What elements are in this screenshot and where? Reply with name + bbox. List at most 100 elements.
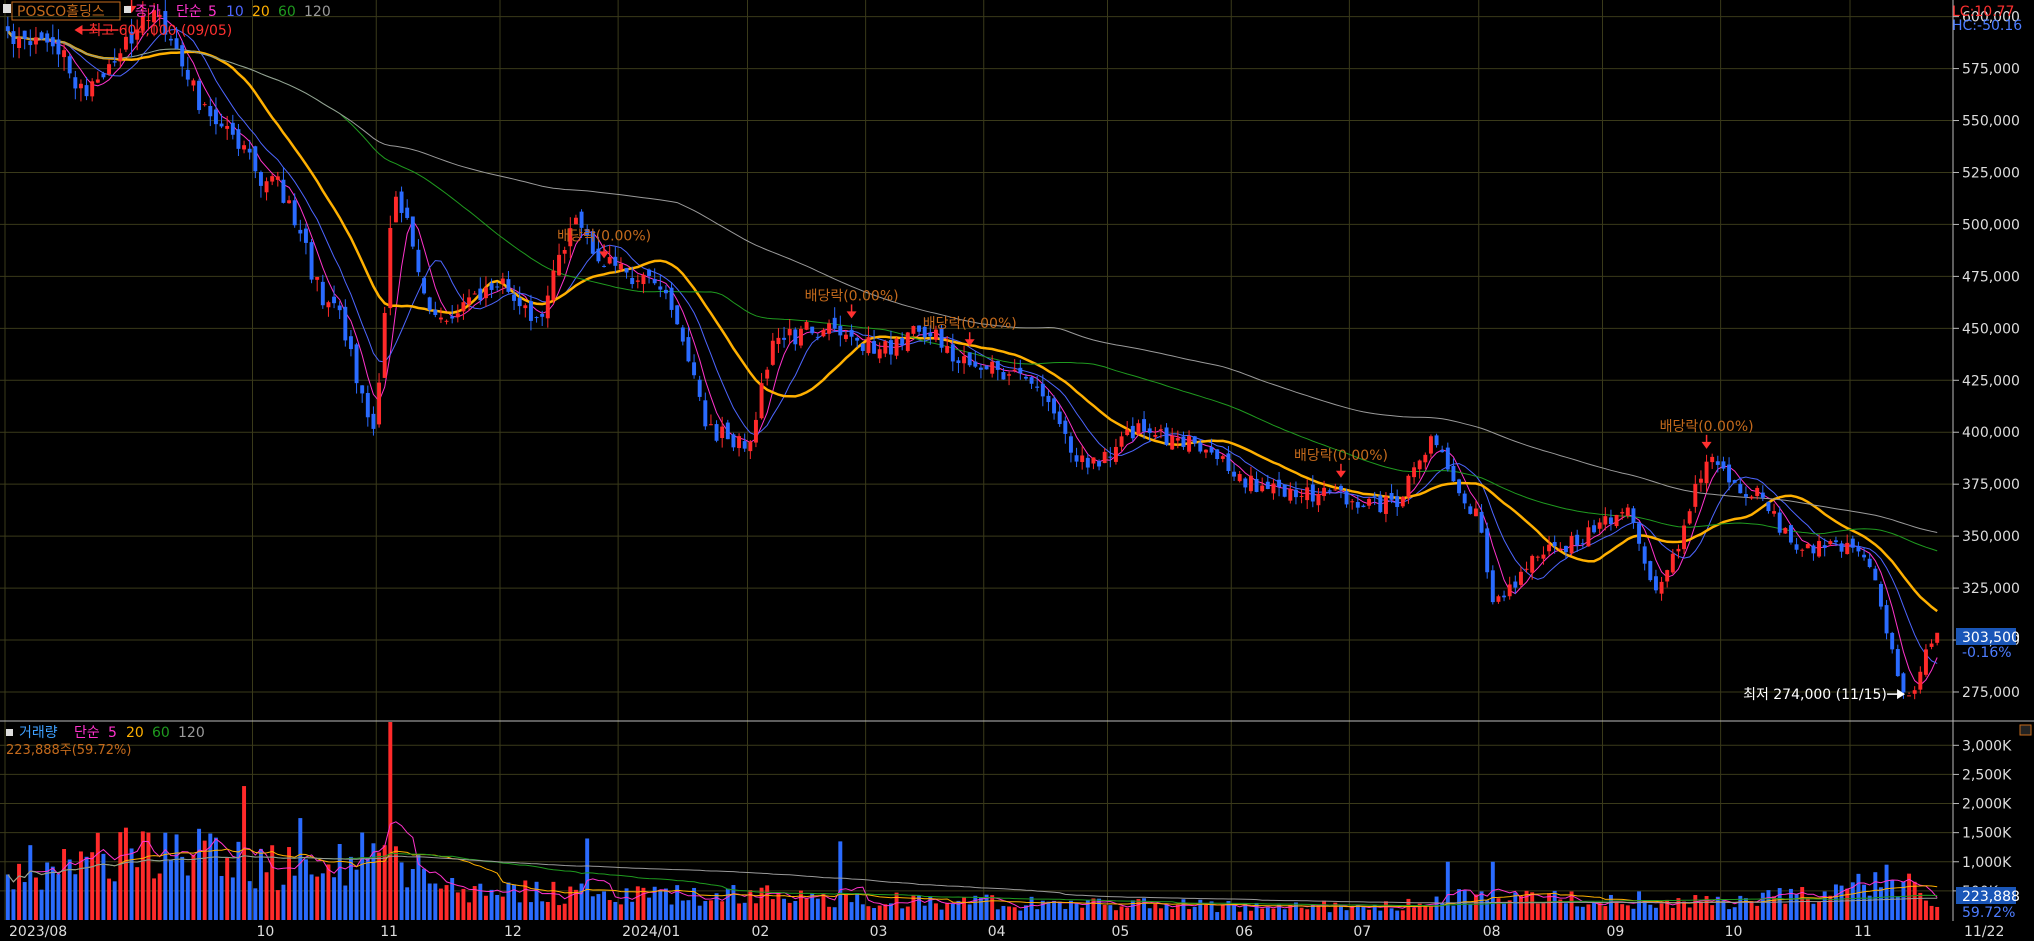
volume-bar <box>11 889 16 920</box>
volume-bar <box>236 841 241 920</box>
candle-body <box>1428 436 1433 454</box>
volume-bar <box>579 883 584 920</box>
volume-bar <box>1119 906 1124 920</box>
candle-body <box>1608 517 1613 524</box>
volume-bar <box>523 880 528 920</box>
volume-bar <box>815 898 820 920</box>
price-candles[interactable] <box>5 0 1940 700</box>
volume-ma-60[interactable]: 60 <box>152 725 170 741</box>
volume-ma-5[interactable]: 5 <box>108 725 117 741</box>
volume-bar <box>1693 895 1698 920</box>
volume-moving-averages <box>7 821 1938 909</box>
volume-bar <box>540 901 545 920</box>
candle-body <box>1198 442 1203 452</box>
candle-body <box>708 424 713 426</box>
dividend-label: 배당락(0.00%) <box>805 288 899 304</box>
ma-5[interactable]: 5 <box>208 4 217 20</box>
candle-body <box>478 288 483 301</box>
volume-bar <box>995 909 1000 920</box>
price-label[interactable]: 종가 <box>135 4 161 20</box>
candle-body <box>911 326 916 334</box>
candle-body <box>343 306 348 341</box>
volume-bar <box>1243 903 1248 920</box>
volume-bar <box>129 848 134 920</box>
menu-icon[interactable] <box>3 4 11 13</box>
volume-bar <box>1181 899 1186 920</box>
ma-label[interactable]: 단순 <box>176 4 202 20</box>
volume-bars[interactable] <box>5 722 1940 920</box>
volume-bar <box>1102 904 1107 920</box>
volume-bar <box>287 847 292 920</box>
volume-label[interactable]: 거래량 <box>19 725 58 741</box>
annotations: 배당락(0.00%) 배당락(0.00%) 배당락(0.00%) 배당락(0.00%)… <box>74 0 1906 703</box>
volume-bar <box>1862 884 1867 920</box>
candle-body <box>467 297 472 305</box>
candle-body <box>843 334 848 340</box>
volume-bar <box>613 901 618 920</box>
candle-body <box>1203 449 1208 453</box>
volume-bar <box>793 900 798 920</box>
volume-bar <box>759 887 764 920</box>
volume-bar <box>191 854 196 920</box>
stock-name[interactable]: POSCO홀딩스 <box>17 4 105 20</box>
volume-bar <box>703 901 708 920</box>
ma-10[interactable]: 10 <box>226 4 244 20</box>
close-icon[interactable] <box>2019 724 2032 736</box>
candle-body <box>1580 543 1585 545</box>
volume-bar <box>320 873 325 920</box>
volume-bar <box>770 899 775 920</box>
ma-120[interactable]: 120 <box>304 4 331 20</box>
candle-body <box>438 317 443 320</box>
candle-body <box>1445 447 1450 470</box>
candle-body <box>602 265 607 267</box>
volume-bar <box>1794 894 1799 920</box>
candle-body <box>1322 487 1327 497</box>
volume-bar <box>517 902 522 920</box>
volume-bar <box>123 827 128 920</box>
volume-bar <box>843 894 848 920</box>
candle-body <box>1845 542 1850 555</box>
volume-bar <box>641 887 646 920</box>
volume-bar <box>225 857 230 920</box>
stock-name-box[interactable] <box>11 1 121 21</box>
candle-body <box>720 426 725 439</box>
candle-body <box>562 249 567 254</box>
candle-body <box>1468 506 1473 514</box>
ma-60[interactable]: 60 <box>278 4 296 20</box>
volume-ma-label[interactable]: 단순 <box>74 725 100 741</box>
candle-body <box>1822 545 1827 548</box>
candle-body <box>1130 425 1135 439</box>
candle-body <box>714 424 719 441</box>
volume-bar <box>753 903 758 920</box>
candle-body <box>545 295 550 319</box>
volume-bar <box>1704 896 1709 920</box>
volume-badge <box>1956 887 2016 904</box>
candle-body <box>990 361 995 374</box>
volume-ma-120[interactable]: 120 <box>178 725 205 741</box>
price-badge <box>1956 628 2016 645</box>
candle-body <box>17 37 22 49</box>
candle-body <box>236 129 241 149</box>
candle-body <box>157 14 162 18</box>
price-ma-line-10 <box>7 28 1938 664</box>
ma-20[interactable]: 20 <box>252 4 270 20</box>
candle-body <box>1035 386 1040 388</box>
candle-body <box>1862 554 1867 558</box>
volume-bar <box>872 908 877 920</box>
candle-body <box>90 81 95 97</box>
volume-bar <box>1901 881 1906 920</box>
volume-bar <box>1372 905 1377 920</box>
candle-body <box>298 229 303 234</box>
candle-body <box>1603 516 1608 525</box>
x-tick-label: 02 <box>752 924 770 940</box>
volume-ma-20[interactable]: 20 <box>126 725 144 741</box>
volume-bar <box>1215 912 1220 920</box>
candle-body <box>1800 549 1805 551</box>
y-tick-label: 550,000 <box>1962 114 2020 130</box>
candle-body <box>1063 420 1068 434</box>
volume-menu-icon[interactable] <box>6 729 13 736</box>
volume-bar <box>95 832 100 920</box>
volume-bar <box>1513 892 1518 920</box>
candle-body <box>382 312 387 378</box>
